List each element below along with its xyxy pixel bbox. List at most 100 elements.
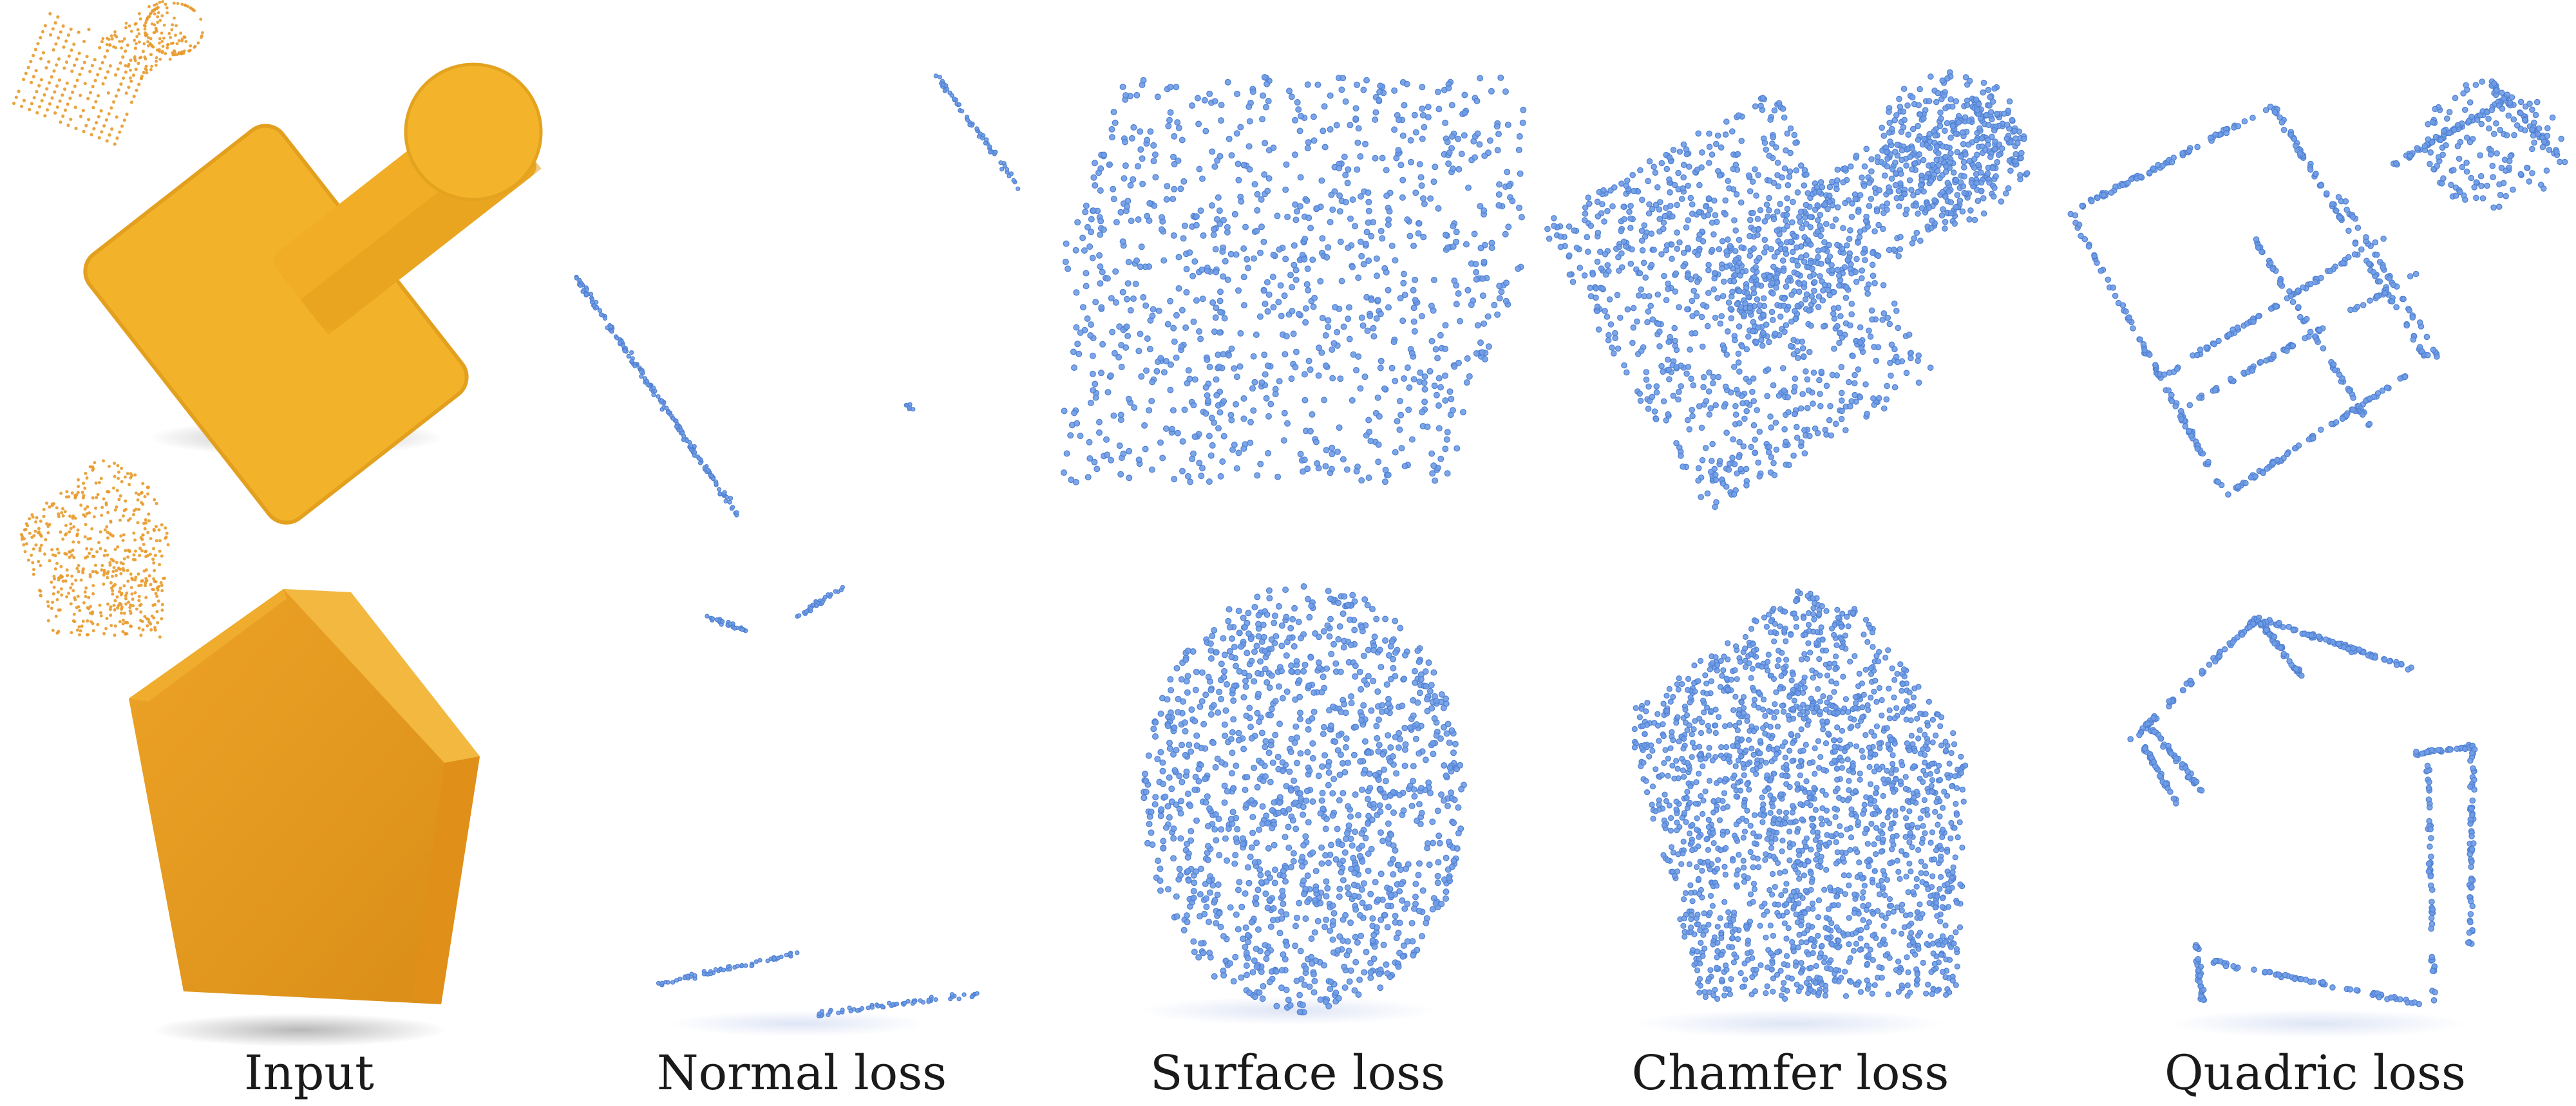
predicted-point	[1429, 906, 1436, 913]
input-point	[153, 498, 156, 501]
predicted-point	[1385, 221, 1392, 229]
predicted-point	[1148, 397, 1155, 404]
predicted-point	[1157, 877, 1164, 885]
predicted-point	[1311, 137, 1318, 144]
predicted-point	[1107, 372, 1114, 379]
input-point	[70, 631, 73, 635]
predicted-point	[1144, 335, 1151, 342]
predicted-point	[1305, 357, 1312, 364]
predicted-point	[1637, 167, 1643, 174]
predicted-point	[1374, 272, 1381, 279]
predicted-point	[1372, 155, 1379, 162]
input-point	[126, 43, 129, 47]
input-point	[110, 127, 114, 131]
predicted-point	[1280, 437, 1287, 444]
predicted-point	[1446, 739, 1453, 746]
predicted-point	[1884, 314, 1891, 321]
input-point	[149, 68, 153, 71]
input-point	[108, 561, 112, 565]
predicted-point	[1908, 350, 1914, 357]
input-point	[144, 581, 147, 585]
input-point	[77, 478, 80, 482]
predicted-point	[1304, 81, 1311, 88]
predicted-point	[1157, 812, 1164, 820]
predicted-point	[1302, 236, 1309, 243]
predicted-point	[1112, 268, 1119, 275]
predicted-point	[1322, 852, 1329, 859]
predicted-point	[1179, 438, 1186, 445]
input-point	[133, 558, 137, 562]
predicted-point	[1101, 151, 1108, 158]
input-point	[175, 53, 179, 57]
predicted-point	[1345, 166, 1352, 173]
input-point	[88, 91, 93, 95]
input-point	[167, 32, 171, 35]
predicted-point	[1352, 959, 1359, 966]
input-point	[92, 127, 96, 131]
input-point	[153, 626, 156, 630]
input-point	[67, 54, 71, 58]
predicted-point	[1370, 677, 1377, 684]
predicted-point	[622, 348, 627, 353]
input-point	[102, 459, 105, 463]
predicted-point	[1074, 219, 1081, 226]
predicted-point	[1222, 707, 1229, 714]
predicted-point	[1269, 917, 1276, 924]
predicted-point	[1104, 389, 1112, 396]
input-point	[148, 552, 152, 556]
input-point	[98, 67, 102, 71]
predicted-point	[1383, 167, 1390, 174]
predicted-point	[1255, 886, 1262, 894]
predicted-point	[1421, 379, 1428, 386]
predicted-point	[1341, 984, 1349, 991]
predicted-point	[1419, 112, 1426, 119]
predicted-point	[1446, 764, 1454, 771]
predicted-point	[1274, 473, 1282, 480]
input-point	[26, 558, 30, 562]
input-point	[149, 12, 153, 15]
input-point	[138, 56, 142, 60]
predicted-point	[1774, 172, 1781, 178]
input-point	[120, 46, 124, 50]
predicted-point	[1426, 368, 1434, 375]
input-point	[78, 633, 81, 637]
predicted-point	[1481, 320, 1488, 327]
predicted-point	[1730, 436, 1736, 443]
predicted-point	[1309, 755, 1316, 762]
predicted-point	[1289, 817, 1296, 824]
predicted-point	[1217, 923, 1224, 930]
predicted-point	[1217, 473, 1224, 480]
predicted-point	[1917, 238, 1924, 244]
predicted-point	[1431, 715, 1438, 722]
predicted-point	[1264, 279, 1271, 286]
predicted-point	[1833, 185, 1840, 192]
predicted-point	[1329, 375, 1336, 382]
predicted-point	[1170, 324, 1177, 332]
predicted-point	[987, 149, 993, 155]
predicted-point	[1325, 782, 1332, 789]
predicted-point	[1770, 382, 1777, 389]
predicted-point	[1341, 849, 1349, 856]
predicted-point	[1663, 247, 1670, 254]
predicted-point	[1295, 106, 1302, 113]
predicted-point	[1434, 807, 1441, 814]
input-point	[162, 576, 166, 580]
predicted-point	[1262, 744, 1269, 751]
predicted-point	[1247, 418, 1254, 426]
input-point	[24, 542, 28, 546]
input-point	[91, 468, 95, 472]
predicted-point	[1746, 172, 1752, 179]
predicted-point	[665, 980, 670, 985]
predicted-point	[1235, 449, 1242, 456]
input-point	[115, 561, 118, 565]
predicted-point	[1450, 243, 1457, 250]
predicted-point	[929, 995, 934, 1000]
predicted-point	[1810, 271, 1817, 278]
predicted-point	[1862, 257, 1868, 263]
predicted-point	[1408, 919, 1416, 926]
predicted-point	[1816, 377, 1823, 384]
input-point	[141, 482, 145, 485]
predicted-point	[1581, 272, 1588, 279]
input-point	[96, 623, 100, 626]
input-point	[151, 45, 155, 49]
